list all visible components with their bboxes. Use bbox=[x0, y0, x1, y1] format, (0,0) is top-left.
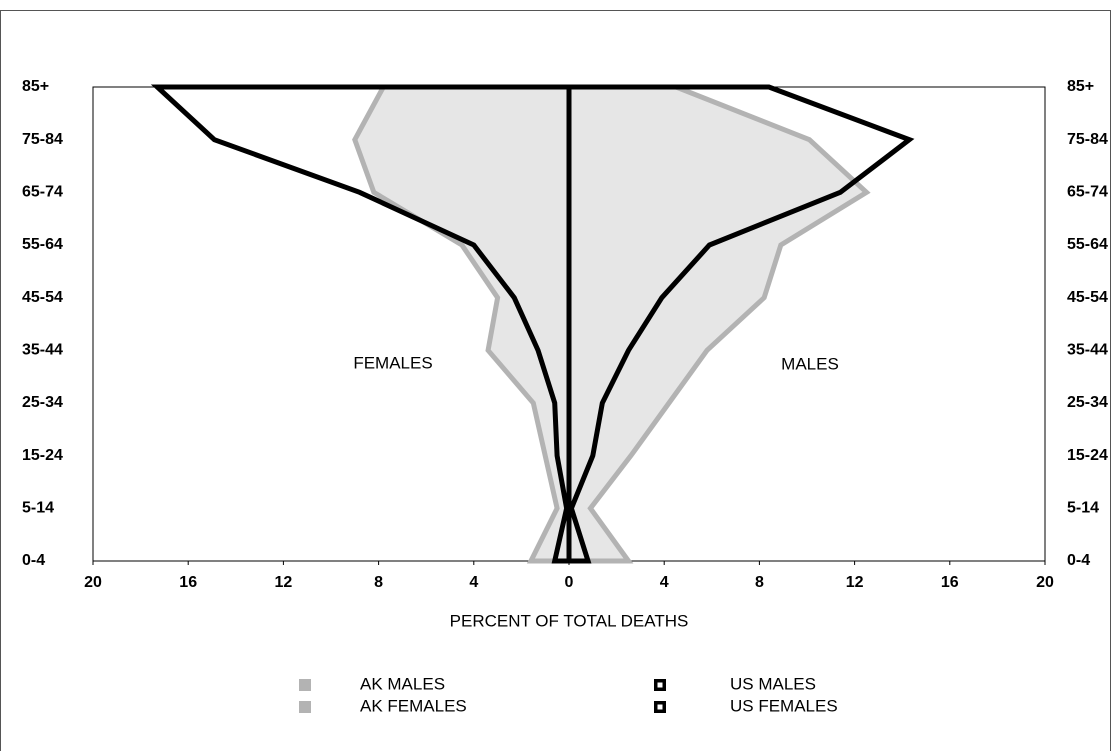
x-tick-label: 20 bbox=[1036, 574, 1054, 591]
x-tick-label: 12 bbox=[275, 574, 293, 591]
y-tick-label-left: 55-64 bbox=[22, 236, 63, 253]
x-tick-label: 12 bbox=[846, 574, 864, 591]
y-tick-label-right: 65-74 bbox=[1067, 184, 1108, 201]
x-tick-label: 16 bbox=[179, 574, 197, 591]
y-tick-label-right: 25-34 bbox=[1067, 394, 1108, 411]
legend-marker-inner bbox=[657, 682, 663, 688]
x-tick-label: 0 bbox=[565, 574, 574, 591]
y-tick-label-right: 75-84 bbox=[1067, 131, 1108, 148]
legend-marker-inner bbox=[657, 704, 663, 710]
y-tick-label-left: 5-14 bbox=[22, 500, 54, 517]
y-tick-label-left: 25-34 bbox=[22, 394, 63, 411]
legend-marker bbox=[299, 701, 311, 713]
x-tick-label: 16 bbox=[941, 574, 959, 591]
y-tick-label-left: 45-54 bbox=[22, 289, 63, 306]
y-tick-label-left: 75-84 bbox=[22, 131, 63, 148]
us-outline bbox=[150, 84, 915, 564]
y-tick-label-left: 15-24 bbox=[22, 447, 63, 464]
x-tick-label: 20 bbox=[84, 574, 102, 591]
annotation: FEMALES bbox=[353, 353, 432, 372]
y-tick-label-left: 0-4 bbox=[22, 552, 45, 569]
x-axis-label: PERCENT OF TOTAL DEATHS bbox=[450, 611, 689, 630]
y-tick-label-right: 35-44 bbox=[1067, 342, 1108, 359]
y-tick-label-right: 15-24 bbox=[1067, 447, 1108, 464]
x-tick-label: 4 bbox=[660, 574, 669, 591]
x-tick-label: 8 bbox=[374, 574, 383, 591]
y-tick-label-right: 55-64 bbox=[1067, 236, 1108, 253]
legend-label: AK MALES bbox=[360, 674, 445, 693]
x-tick-label: 4 bbox=[469, 574, 478, 591]
y-tick-label-right: 45-54 bbox=[1067, 289, 1108, 306]
annotation: MALES bbox=[781, 354, 839, 373]
y-tick-label-right: 5-14 bbox=[1067, 500, 1099, 517]
legend-label: US FEMALES bbox=[730, 696, 838, 715]
x-tick-label: 8 bbox=[755, 574, 764, 591]
y-tick-label-left: 35-44 bbox=[22, 342, 63, 359]
ak-area bbox=[352, 84, 871, 564]
legend-label: US MALES bbox=[730, 674, 816, 693]
y-tick-label-right: 0-4 bbox=[1067, 552, 1090, 569]
y-tick-label-left: 65-74 bbox=[22, 184, 63, 201]
y-tick-label-right: 85+ bbox=[1067, 78, 1094, 95]
legend-marker bbox=[299, 679, 311, 691]
y-tick-label-left: 85+ bbox=[22, 78, 49, 95]
legend-label: AK FEMALES bbox=[360, 696, 467, 715]
